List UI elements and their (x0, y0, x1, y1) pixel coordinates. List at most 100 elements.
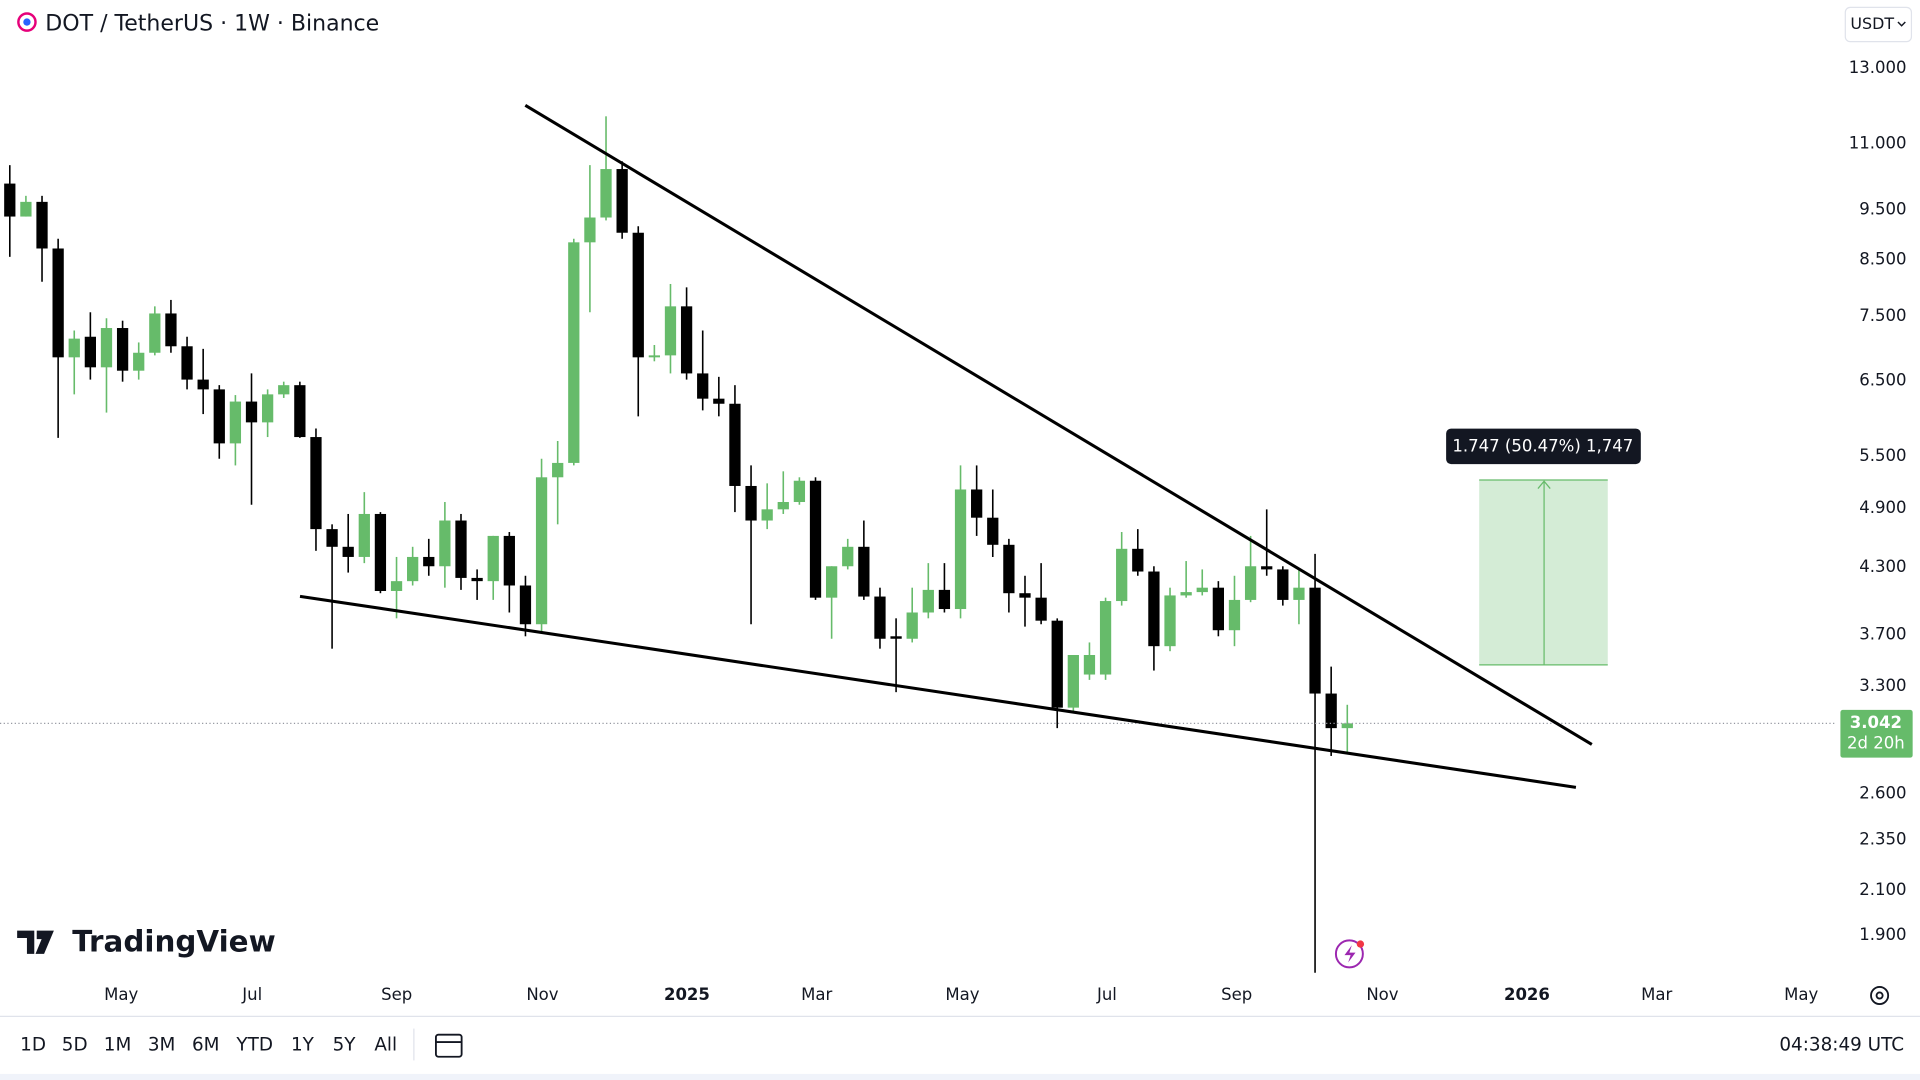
candle-body (310, 437, 322, 530)
candle-body (535, 477, 548, 625)
candle-body (648, 355, 660, 358)
candle-body (455, 520, 467, 578)
plot-area: 13.000 11.000 9.500 8.500 7.500 6.500 5.500 4.9… (0, 58, 1913, 1004)
candle-body (197, 379, 209, 390)
candle-body (1099, 601, 1112, 675)
settings-icon[interactable] (1870, 986, 1890, 1005)
candle-body (1083, 655, 1096, 675)
y-tick-label: 7.500 (1859, 306, 1906, 325)
upper-trend-line (524, 103, 1593, 746)
candle-body (987, 517, 999, 545)
timeframe-button[interactable]: 3M (148, 1035, 176, 1056)
calendar-icon[interactable] (435, 1033, 463, 1058)
candle-body (842, 546, 854, 567)
candle-body (858, 546, 870, 597)
x-tick-label: Jul (1096, 985, 1117, 1004)
candle-body (616, 169, 628, 233)
candle-body (519, 585, 532, 625)
candle-body (584, 217, 596, 243)
candle-body (777, 502, 789, 510)
timeframe-button[interactable]: 5Y (333, 1035, 357, 1056)
candle-body (342, 546, 354, 557)
candle-body (713, 398, 725, 404)
symbol-icon (17, 12, 37, 32)
currency-caret (1897, 21, 1906, 27)
candle-body (697, 373, 709, 399)
candle-body (36, 201, 48, 249)
timeframe-button[interactable]: All (374, 1035, 397, 1056)
candle-body (294, 385, 306, 438)
y-tick-label: 2.600 (1859, 784, 1906, 803)
timeframe-button[interactable]: 1M (104, 1035, 132, 1056)
candle-body (503, 535, 515, 586)
candle-body (1325, 693, 1337, 729)
candle-body (1228, 599, 1241, 631)
candle-body (761, 509, 773, 521)
candle-body (1180, 592, 1192, 596)
timeframe-button[interactable]: 1Y (291, 1035, 315, 1056)
candle-body (149, 313, 161, 353)
candle-body (374, 513, 387, 591)
candle-body (1196, 587, 1208, 593)
bottom-strip (0, 1073, 1920, 1080)
currency-label[interactable]: USDT (1850, 14, 1894, 33)
candle-body (213, 389, 225, 444)
y-tick-label: 3.300 (1859, 676, 1906, 695)
candle-body (407, 556, 419, 582)
candle-body (245, 401, 258, 423)
candle-body (165, 313, 177, 347)
x-tick-label: Nov (1366, 985, 1398, 1004)
candle-body (278, 385, 290, 395)
measure-label: 1.747 (50.47%) 1,747 (1452, 436, 1633, 455)
lightning-icon[interactable] (1334, 939, 1365, 969)
y-tick-label: 1.900 (1859, 925, 1906, 944)
x-tick-label: Mar (1641, 985, 1672, 1004)
bar-countdown: 2d 20h (1847, 734, 1905, 753)
x-tick-label: May (104, 985, 138, 1004)
bottom-toolbar: 04:38:49 UTC 1D 5D 1M 3M 6M YTD 1Y 5Y All (20, 1028, 1904, 1061)
header: DOT / TetherUS · 1W · Binance USDT (17, 6, 1913, 43)
brand-name: TradingView (72, 924, 276, 958)
candle-body (793, 480, 806, 503)
candle-body (1164, 595, 1176, 647)
candle-body (133, 352, 145, 371)
timeframe-button[interactable]: 5D (62, 1035, 88, 1056)
calendar-button[interactable] (435, 1033, 463, 1058)
chart-title: DOT / TetherUS · 1W · Binance (45, 11, 379, 36)
measure-label-box (1446, 428, 1641, 465)
candle-body (84, 336, 96, 368)
x-tick-label: Sep (381, 985, 412, 1004)
candle-body (568, 242, 580, 463)
symbol-icon-dot (23, 18, 31, 26)
candle-body (1277, 569, 1289, 600)
lower-trend-line (299, 594, 1577, 789)
candle-body (1212, 587, 1224, 631)
brand-logo (17, 930, 54, 954)
lightning-bolt (1344, 945, 1356, 963)
candle-body (358, 513, 370, 557)
timeframe-button[interactable]: 6M (192, 1035, 220, 1056)
candle-body (1132, 548, 1144, 572)
candle-body (1116, 548, 1128, 602)
currency-button[interactable] (1844, 6, 1913, 43)
candle-body (664, 306, 677, 356)
candle-body (1244, 566, 1257, 600)
gear[interactable] (1870, 986, 1890, 1005)
timeframe-button[interactable]: YTD (235, 1035, 273, 1056)
candle-body (181, 346, 193, 380)
candle-body (1309, 587, 1321, 694)
x-tick-label: Sep (1221, 985, 1252, 1004)
timeframe-button[interactable]: 1D (20, 1035, 46, 1056)
y-tick-label: 11.000 (1849, 133, 1907, 152)
candle-body (100, 328, 113, 368)
y-tick-label: 8.500 (1859, 250, 1906, 269)
candle-body (938, 589, 951, 610)
candle-body (954, 489, 967, 610)
candle-body (487, 535, 499, 582)
candle-body (52, 248, 64, 358)
candle-body (1261, 566, 1273, 570)
candle-body (1051, 620, 1063, 708)
candle-body (745, 485, 757, 521)
y-tick-label: 4.300 (1859, 557, 1906, 576)
